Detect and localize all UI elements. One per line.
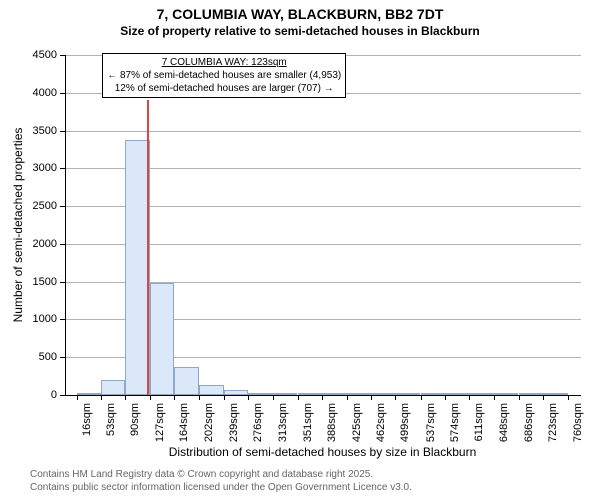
x-tick-label: 648sqm xyxy=(498,403,510,442)
x-tick-label: 239sqm xyxy=(228,403,240,442)
x-tick-label: 127sqm xyxy=(154,403,166,442)
x-tick-label: 276sqm xyxy=(252,403,264,442)
histogram-bar xyxy=(298,393,322,395)
plot-area: 7 COLUMBIA WAY: 123sqm ← 87% of semi-det… xyxy=(65,55,581,396)
x-tick xyxy=(421,395,422,400)
histogram-bar xyxy=(248,393,272,395)
x-tick-label: 16sqm xyxy=(81,403,93,436)
x-tick-label: 313sqm xyxy=(277,403,289,442)
histogram-bar xyxy=(174,367,198,395)
y-tick-label: 2500 xyxy=(25,200,57,212)
y-tick-label: 2000 xyxy=(25,238,57,250)
x-tick xyxy=(519,395,520,400)
x-tick xyxy=(469,395,470,400)
page-subtitle: Size of property relative to semi-detach… xyxy=(0,24,600,38)
footer-line-2: Contains public sector information licen… xyxy=(30,481,412,494)
histogram-bar xyxy=(445,393,469,395)
footer-attribution: Contains HM Land Registry data © Crown c… xyxy=(30,468,412,494)
x-tick-label: 425sqm xyxy=(351,403,363,442)
x-tick-label: 723sqm xyxy=(547,403,559,442)
x-tick-label: 388sqm xyxy=(326,403,338,442)
x-tick-label: 611sqm xyxy=(473,403,485,441)
property-marker-line xyxy=(147,100,149,395)
y-axis-label: Number of semi-detached properties xyxy=(11,115,25,335)
x-tick-label: 574sqm xyxy=(449,403,461,442)
x-tick xyxy=(371,395,372,400)
footer-line-1: Contains HM Land Registry data © Crown c… xyxy=(30,468,412,481)
y-tick-label: 1500 xyxy=(25,276,57,288)
y-tick-label: 3000 xyxy=(25,162,57,174)
x-tick xyxy=(494,395,495,400)
x-tick xyxy=(199,395,200,400)
y-tick-label: 4000 xyxy=(25,87,57,99)
x-tick-label: 164sqm xyxy=(178,403,190,442)
histogram-bar xyxy=(519,393,543,395)
y-tick-label: 0 xyxy=(25,389,57,401)
histogram-bar xyxy=(224,390,248,395)
x-tick xyxy=(224,395,225,400)
x-tick-label: 53sqm xyxy=(105,403,117,436)
page-title: 7, COLUMBIA WAY, BLACKBURN, BB2 7DT xyxy=(0,6,600,22)
x-tick xyxy=(568,395,569,400)
histogram-bar xyxy=(273,393,297,395)
histogram-bar xyxy=(322,393,346,395)
x-tick-label: 90sqm xyxy=(129,403,141,436)
histogram-bar xyxy=(395,393,419,395)
histogram-bar xyxy=(543,393,567,395)
callout-box: 7 COLUMBIA WAY: 123sqm ← 87% of semi-det… xyxy=(102,53,346,98)
x-tick xyxy=(125,395,126,400)
histogram-bar xyxy=(469,393,493,395)
chart-container: 7, COLUMBIA WAY, BLACKBURN, BB2 7DT Size… xyxy=(0,0,600,500)
histogram-bar xyxy=(199,385,223,395)
histogram-bar xyxy=(494,393,518,395)
x-tick xyxy=(150,395,151,400)
x-tick xyxy=(347,395,348,400)
x-tick xyxy=(273,395,274,400)
x-tick-label: 686sqm xyxy=(523,403,535,442)
histogram-bar xyxy=(347,393,371,395)
y-tick-label: 3500 xyxy=(25,125,57,137)
histogram-bar xyxy=(150,283,174,395)
callout-line-2: ← 87% of semi-detached houses are smalle… xyxy=(107,69,341,82)
x-axis-label: Distribution of semi-detached houses by … xyxy=(65,445,580,459)
callout-line-3: 12% of semi-detached houses are larger (… xyxy=(107,82,341,95)
x-tick-label: 351sqm xyxy=(302,403,314,442)
y-tick-label: 4500 xyxy=(25,49,57,61)
histogram-bar xyxy=(77,393,101,395)
x-tick-label: 499sqm xyxy=(399,403,411,442)
y-tick-label: 1000 xyxy=(25,313,57,325)
x-tick-label: 537sqm xyxy=(425,403,437,442)
x-tick xyxy=(543,395,544,400)
histogram-bar xyxy=(371,393,395,395)
x-tick xyxy=(395,395,396,400)
x-tick xyxy=(101,395,102,400)
callout-line-1: 7 COLUMBIA WAY: 123sqm xyxy=(107,56,341,69)
histogram-bar xyxy=(125,140,149,395)
x-tick-label: 760sqm xyxy=(572,403,584,442)
x-tick xyxy=(445,395,446,400)
x-tick-label: 462sqm xyxy=(375,403,387,442)
x-tick xyxy=(298,395,299,400)
histogram-bar xyxy=(421,393,445,395)
histogram-bar xyxy=(101,380,125,395)
x-tick xyxy=(248,395,249,400)
y-tick-label: 500 xyxy=(25,351,57,363)
x-tick xyxy=(174,395,175,400)
x-tick-label: 202sqm xyxy=(203,403,215,442)
x-tick xyxy=(77,395,78,400)
x-tick xyxy=(322,395,323,400)
gridline xyxy=(66,131,581,132)
